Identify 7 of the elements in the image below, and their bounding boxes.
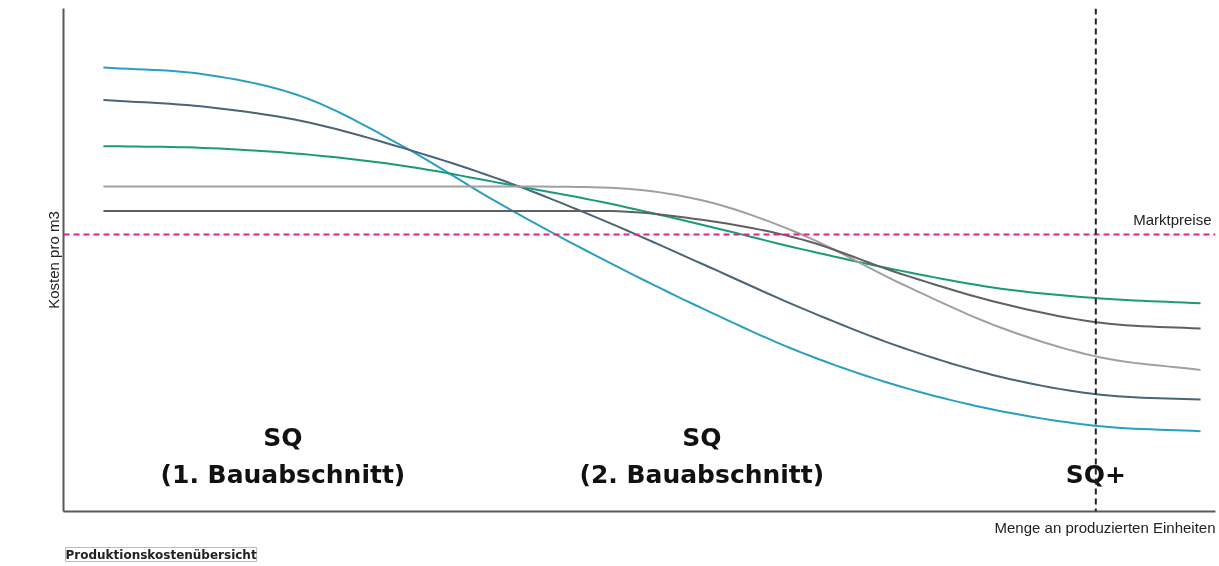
x-axis-title: Menge an produzierten Einheiten: [994, 518, 1216, 536]
annotation: SQ+: [1065, 460, 1126, 490]
annotation: SQ (2. Bauabschnitt): [579, 422, 825, 490]
ref-line-label: Marktpreise: [1133, 211, 1212, 229]
annotation: SQ (1. Bauabschnitt): [160, 422, 406, 490]
text: Produktionskostenübersicht: [65, 547, 257, 562]
y-axis-title: Kosten pro m3: [44, 211, 62, 309]
